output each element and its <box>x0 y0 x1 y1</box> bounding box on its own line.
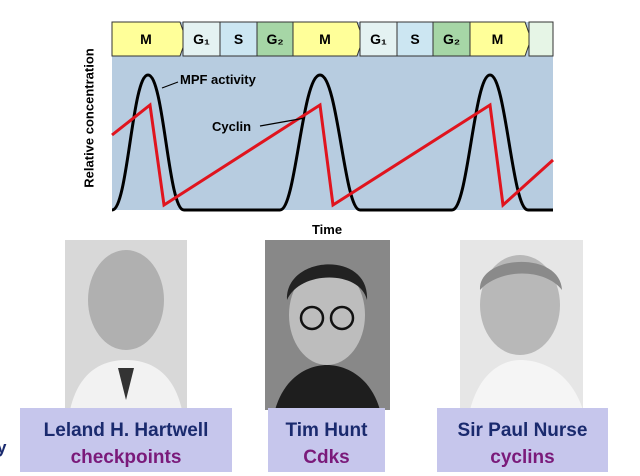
phase-label: M <box>492 31 504 47</box>
phase-box <box>256 21 294 57</box>
phase-box <box>528 21 554 57</box>
annotation: MPF activity <box>180 72 257 87</box>
laureate-keyword: checkpoints <box>71 447 182 468</box>
mpf-curve <box>111 73 553 212</box>
laureate-keyword: Cdks <box>303 447 349 468</box>
phase-bar: M G₁ S G₂ M G₁ S G₂ M <box>111 21 554 57</box>
portrait <box>460 240 583 410</box>
phase-label: G₂ <box>266 31 283 47</box>
leader-line <box>259 117 306 127</box>
phase-label: S <box>234 31 243 47</box>
edge-text: y <box>0 438 7 457</box>
laureate-keyword: cyclins <box>490 447 554 468</box>
annotation: Cyclin <box>212 119 251 134</box>
portrait <box>65 240 187 410</box>
x-axis-label: Time <box>312 222 342 237</box>
phase-label: G₁ <box>370 31 387 47</box>
laureate-name: Leland H. Hartwell <box>44 420 209 441</box>
phase-label: G₂ <box>443 31 460 47</box>
name-cards: Leland H. Hartwell checkpoints Tim Hunt Cdk… <box>20 408 608 472</box>
y-axis-label: Relative concentration <box>81 48 96 187</box>
phase-box <box>469 21 532 57</box>
portrait <box>265 240 390 410</box>
leader-line <box>161 81 179 89</box>
laureate-name: Tim Hunt <box>286 420 369 441</box>
phase-label: M <box>140 31 152 47</box>
phase-label: G₁ <box>193 31 210 47</box>
cyclin-curve <box>111 102 555 209</box>
phase-label: S <box>410 31 419 47</box>
phase-box <box>396 21 434 57</box>
phase-box <box>182 21 221 57</box>
name-card <box>268 408 385 472</box>
laureate-name: Sir Paul Nurse <box>458 420 588 441</box>
phase-label: M <box>319 31 331 47</box>
name-card <box>437 408 608 472</box>
name-card <box>20 408 232 472</box>
